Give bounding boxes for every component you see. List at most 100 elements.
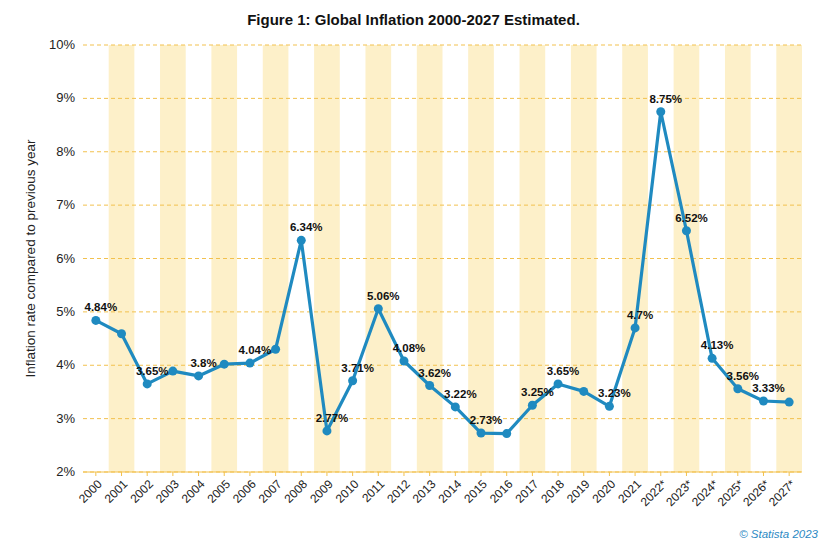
data-label: 4.13% — [701, 339, 734, 351]
x-tick — [635, 472, 636, 476]
data-label: 3.71% — [341, 362, 374, 374]
grid-line — [83, 258, 802, 259]
marker — [554, 379, 563, 388]
x-tick-label: 2024* — [689, 477, 721, 509]
marker — [579, 387, 588, 396]
x-tick-label: 2023* — [663, 477, 695, 509]
x-tick — [198, 472, 199, 476]
marker — [91, 316, 100, 325]
x-tick — [275, 472, 276, 476]
x-tick-label: 2020 — [590, 477, 619, 506]
marker — [117, 329, 126, 338]
data-label: 3.22% — [444, 388, 477, 400]
y-tick-label: 8% — [56, 144, 75, 159]
data-label: 3.23% — [598, 387, 631, 399]
x-tick — [506, 472, 507, 476]
data-label: 4.04% — [239, 344, 272, 356]
x-tick — [224, 472, 225, 476]
marker — [708, 354, 717, 363]
x-tick — [147, 472, 148, 476]
x-tick — [558, 472, 559, 476]
x-tick-label: 2010 — [333, 477, 362, 506]
grid-line — [83, 98, 802, 99]
x-tick — [583, 472, 584, 476]
x-tick-label: 2001 — [102, 477, 131, 506]
marker — [271, 345, 280, 354]
x-tick — [352, 472, 353, 476]
x-tick-label: 2027* — [766, 477, 798, 509]
x-tick — [429, 472, 430, 476]
marker — [425, 381, 434, 390]
data-label: 3.8% — [190, 357, 216, 369]
x-tick-label: 2008 — [281, 477, 310, 506]
x-tick — [249, 472, 250, 476]
x-tick-label: 2003 — [153, 477, 182, 506]
grid-line — [83, 45, 802, 46]
data-label: 3.65% — [136, 365, 169, 377]
y-tick-label: 5% — [56, 304, 75, 319]
data-label: 4.08% — [393, 342, 426, 354]
grid-line — [83, 205, 802, 206]
data-label: 3.65% — [547, 365, 580, 377]
grid-line — [83, 418, 802, 419]
x-tick-label: 2015 — [461, 477, 490, 506]
title: Figure 1: Global Inflation 2000-2027 Est… — [247, 11, 580, 28]
x-tick-label: 2007 — [256, 477, 285, 506]
grid-line — [83, 311, 802, 312]
marker — [322, 426, 331, 435]
x-tick-label: 2019 — [564, 477, 593, 506]
x-tick-label: 2004 — [179, 477, 208, 506]
marker — [605, 402, 614, 411]
x-tick-label: 2025* — [715, 477, 747, 509]
x-tick-label: 2000 — [76, 477, 105, 506]
data-label: 6.34% — [290, 221, 323, 233]
marker — [502, 429, 511, 438]
marker — [477, 429, 486, 438]
x-tick-label: 2014 — [436, 477, 465, 506]
grid-line — [83, 151, 802, 152]
y-axis-label: Inflation rate compared to previous year — [23, 139, 38, 377]
x-tick-label: 2018 — [538, 477, 567, 506]
marker — [733, 384, 742, 393]
x-tick-label: 2016 — [487, 477, 516, 506]
x-tick — [712, 472, 713, 476]
marker — [348, 376, 357, 385]
marker — [682, 226, 691, 235]
x-tick — [172, 472, 173, 476]
data-label: 2.77% — [316, 412, 349, 424]
y-tick-label: 9% — [56, 90, 75, 105]
x-tick-label: 2022* — [638, 477, 670, 509]
y-tick-label: 4% — [56, 357, 75, 372]
data-label: 3.25% — [521, 386, 554, 398]
data-label: 3.62% — [418, 367, 451, 379]
marker — [399, 356, 408, 365]
x-tick — [95, 472, 96, 476]
x-tick-label: 2013 — [410, 477, 439, 506]
x-tick — [121, 472, 122, 476]
grid-line — [83, 472, 802, 473]
marker — [631, 323, 640, 332]
marker — [194, 371, 203, 380]
data-label: 4.84% — [85, 301, 118, 313]
x-axis — [83, 472, 802, 473]
data-label: 3.56% — [726, 370, 759, 382]
marker — [785, 398, 794, 407]
x-tick-label: 2002 — [127, 477, 156, 506]
x-tick-label: 2006 — [230, 477, 259, 506]
y-tick-label: 6% — [56, 251, 75, 266]
marker — [143, 379, 152, 388]
y-tick-label: 3% — [56, 411, 75, 426]
data-label: 2.73% — [470, 414, 503, 426]
x-tick — [660, 472, 661, 476]
y-tick-label: 10% — [49, 37, 75, 52]
x-tick-label: 2026* — [740, 477, 772, 509]
marker — [374, 304, 383, 313]
data-label: 6.52% — [675, 212, 708, 224]
x-tick-label: 2017 — [513, 477, 542, 506]
chart: 2%3%4%5%6%7%8%9%10%200020012002200320042… — [0, 0, 827, 547]
x-tick — [763, 472, 764, 476]
x-tick-label: 2011 — [359, 477, 387, 505]
x-tick — [403, 472, 404, 476]
x-tick — [789, 472, 790, 476]
series — [91, 107, 793, 438]
